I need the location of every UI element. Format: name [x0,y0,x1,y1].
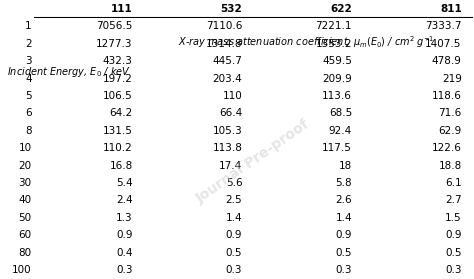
Text: $X$-ray mass attenuation coefficient, $\mu_m(E_0)$ / cm$^2$ g$^{-1}$: $X$-ray mass attenuation coefficient, $\… [178,34,434,50]
Text: Incident Energy, $E_0$ / keV: Incident Energy, $E_0$ / keV [7,66,131,80]
Text: Journal Pre-proof: Journal Pre-proof [194,117,312,206]
